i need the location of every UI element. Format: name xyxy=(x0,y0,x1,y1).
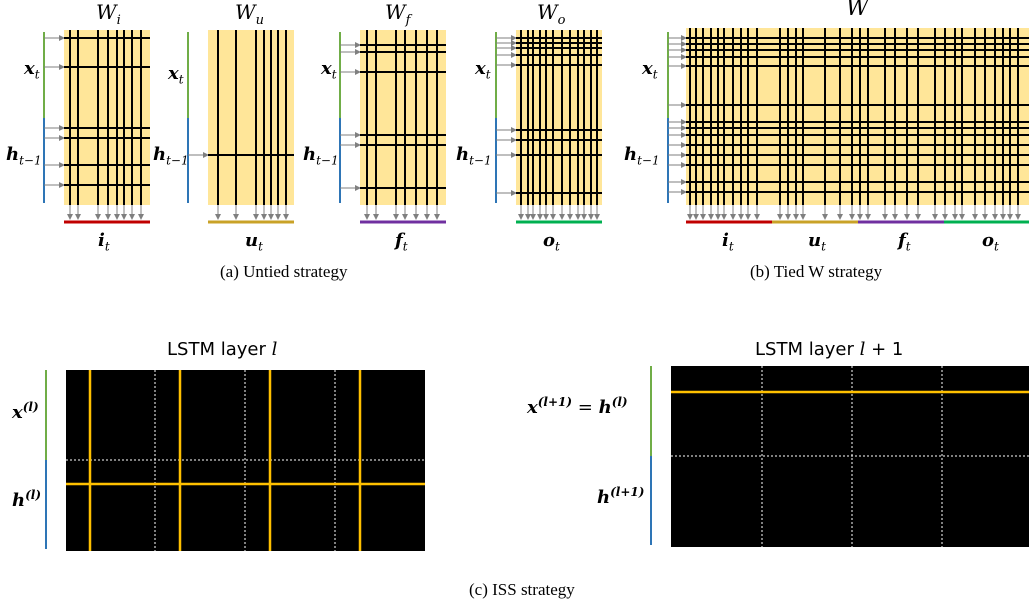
untied-matrix xyxy=(339,30,446,224)
gate-label-ft: ft xyxy=(898,230,911,254)
input-x-label: xt xyxy=(168,63,184,87)
input-h-label: ht−1 xyxy=(624,144,660,168)
gate-label-ut: ut xyxy=(808,230,826,254)
input-h-label: ht−1 xyxy=(153,144,189,168)
matrix-label-wu: Wu xyxy=(235,0,264,28)
gate-label-ot: ot xyxy=(543,230,560,254)
caption-a: (a) Untied strategy xyxy=(220,262,348,281)
panel-b-tied xyxy=(667,28,1029,224)
iss-layer-l-plus-1 xyxy=(650,366,1029,547)
input-x-label: xt xyxy=(24,58,40,82)
matrix-label-wi: Wi xyxy=(96,0,121,28)
gate-label-ft: ft xyxy=(395,230,408,254)
matrix-block xyxy=(208,30,294,205)
untied-matrix xyxy=(495,30,602,224)
matrix-label-wf: Wf xyxy=(385,0,411,28)
matrix-label-w: W xyxy=(846,0,869,21)
iss-h-label: h(l) xyxy=(12,488,42,511)
input-x-label: xt xyxy=(642,58,658,82)
untied-matrix xyxy=(187,30,294,224)
iss-matrix xyxy=(671,366,1029,547)
matrix-label-wo: Wo xyxy=(537,0,566,28)
layer-title-l-plus-1: LSTM layer l + 1 xyxy=(755,339,904,360)
input-h-label: ht−1 xyxy=(6,144,42,168)
input-x-label: xt xyxy=(475,58,491,82)
panel-c-iss xyxy=(45,366,1029,551)
panel-a-untied xyxy=(43,30,602,224)
iss-h-label-2: h(l+1) xyxy=(597,485,645,508)
iss-x-label: x(l) xyxy=(12,400,39,423)
iss-x-eq-h-label: x(l+1) = h(l) xyxy=(527,395,628,418)
gate-label-ut: ut xyxy=(245,230,263,254)
layer-title-l: LSTM layer l xyxy=(167,339,278,360)
input-h-label: ht−1 xyxy=(456,144,492,168)
caption-c: (c) ISS strategy xyxy=(469,580,575,599)
gate-label-it: it xyxy=(98,230,110,254)
iss-matrix xyxy=(66,370,425,551)
input-x-label: xt xyxy=(321,58,337,82)
matrix-block xyxy=(360,30,446,205)
gate-label-ot: ot xyxy=(982,230,999,254)
input-h-label: ht−1 xyxy=(303,144,339,168)
gate-label-it: it xyxy=(722,230,734,254)
untied-matrix xyxy=(43,30,150,224)
caption-b: (b) Tied W strategy xyxy=(750,262,883,281)
matrix-block xyxy=(686,28,1029,205)
iss-layer-l xyxy=(45,370,425,551)
matrix-block xyxy=(516,30,602,205)
